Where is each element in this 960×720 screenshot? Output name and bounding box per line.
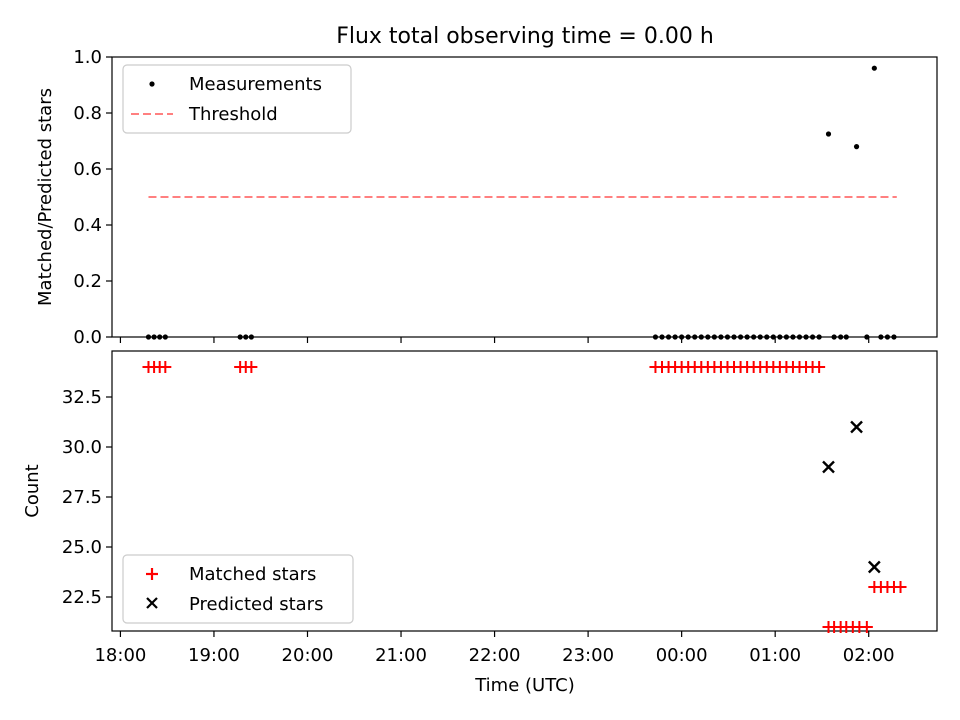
measurements-point: [711, 334, 717, 340]
measurements-point: [237, 334, 243, 340]
top-panel-ratio: 0.0 0.2 0.4 0.6 0.8 1.0 Matched/Predicted sta…: [35, 47, 938, 348]
predicted-stars-legend-label: Predicted stars: [189, 594, 323, 615]
measurements-legend-marker: [149, 81, 155, 87]
matched-stars-point: [245, 361, 258, 373]
measurements-point: [243, 334, 249, 340]
measurements-point: [884, 334, 891, 340]
measurements-point: [891, 334, 897, 340]
measurements-point: [679, 334, 685, 340]
x-tick-label: 20:00: [282, 645, 334, 666]
measurements-point: [724, 334, 731, 340]
top-data-marks: [145, 65, 897, 340]
measurements-point: [816, 334, 822, 340]
measurements-point: [838, 334, 844, 340]
measurements-point: [790, 334, 796, 340]
measurements-point: [803, 334, 809, 340]
predicted-stars-point: [867, 560, 881, 574]
x-tick-label: 18:00: [94, 645, 146, 666]
matched-stars-legend-label: Matched stars: [189, 564, 316, 585]
top-y-tick-label: 0.4: [73, 215, 102, 236]
x-tick-label: 00:00: [656, 645, 708, 666]
x-axis-label: Time (UTC): [474, 675, 575, 696]
measurements-point: [731, 334, 737, 340]
x-tick-label: 22:00: [469, 645, 521, 666]
measurements-point: [757, 334, 763, 340]
top-y-axis-label: Matched/Predicted stars: [35, 88, 56, 306]
predicted-stars-legend-marker: [146, 597, 158, 609]
measurements-point: [864, 334, 870, 340]
top-y-ticks: 0.0 0.2 0.4 0.6 0.8 1.0: [73, 47, 112, 348]
bottom-legend-box: [122, 554, 354, 624]
predicted-stars-point: [850, 420, 863, 434]
bottom-data-marks: [142, 361, 907, 633]
measurements-point: [831, 334, 837, 340]
measurements-point: [692, 334, 698, 340]
x-tick-label: 21:00: [375, 645, 427, 666]
x-tick-label: 01:00: [749, 645, 801, 666]
bottom-y-axis-label: Count: [22, 464, 43, 517]
measurements-point: [751, 334, 757, 340]
top-y-tick-label: 0.2: [73, 271, 102, 292]
bottom-x-ticks: 18:00 19:00 20:00 21:00 22:00 23:00 00:00 01:00…: [94, 631, 895, 666]
matched-stars-point: [813, 361, 826, 373]
measurements-point: [843, 334, 849, 340]
bottom-y-tick-label: 22.5: [62, 587, 102, 608]
matched-stars-point: [159, 361, 172, 373]
bottom-y-tick-label: 27.5: [62, 487, 102, 508]
measurements-point: [809, 334, 816, 340]
chart-title: Flux total observing time = 0.00 h: [336, 24, 714, 49]
top-y-tick-label: 0.8: [73, 103, 102, 124]
measurements-point: [737, 334, 744, 340]
measurements-point: [652, 334, 659, 340]
measurements-point: [248, 334, 254, 340]
measurements-point: [783, 334, 790, 340]
measurements-point: [145, 334, 152, 340]
measurements-point: [878, 334, 884, 340]
bottom-y-tick-label: 25.0: [62, 537, 102, 558]
measurements-point: [853, 144, 860, 150]
top-y-tick-label: 0.6: [73, 159, 102, 180]
measurements-point: [871, 65, 877, 71]
bottom-y-tick-label: 32.5: [62, 387, 102, 408]
x-tick-label: 23:00: [562, 645, 614, 666]
measurements-point: [796, 334, 803, 340]
measurements-point: [698, 334, 704, 340]
bottom-y-ticks: 22.5 25.0 27.5 30.0 32.5: [62, 387, 112, 608]
measurements-point: [672, 334, 678, 340]
bottom-panel-count: 18:00 19:00 20:00 21:00 22:00 23:00 00:00 01:00…: [22, 350, 938, 696]
bottom-y-tick-label: 30.0: [62, 437, 102, 458]
top-panel-frame: [111, 56, 938, 338]
predicted-stars-point: [822, 460, 835, 474]
measurements-point: [685, 334, 691, 340]
measurements-point: [151, 334, 157, 340]
measurements-point: [825, 131, 832, 137]
threshold-legend-label: Threshold: [188, 104, 278, 125]
top-y-tick-label: 1.0: [73, 47, 102, 68]
x-tick-label: 02:00: [843, 645, 895, 666]
x-tick-label: 19:00: [188, 645, 240, 666]
measurements-point: [770, 334, 776, 340]
measurements-point: [777, 334, 783, 340]
measurements-legend-label: Measurements: [189, 74, 322, 95]
bottom-panel-frame: [111, 350, 938, 632]
matched-stars-point: [894, 581, 907, 593]
measurements-point: [659, 334, 665, 340]
matched-stars-legend-marker: [146, 568, 158, 580]
measurements-point: [764, 334, 770, 340]
top-legend-box: [122, 64, 352, 134]
top-x-ticks: [119, 337, 870, 343]
measurements-point: [157, 334, 163, 340]
bottom-legend: Matched stars Predicted stars: [122, 554, 354, 624]
matched-stars-point: [860, 621, 873, 633]
measurements-point: [718, 334, 724, 340]
measurements-point: [665, 334, 672, 340]
top-y-tick-label: 0.0: [73, 327, 102, 348]
measurements-point: [744, 334, 750, 340]
measurements-point: [705, 334, 711, 340]
measurements-point: [162, 334, 168, 340]
top-legend: Measurements Threshold: [122, 64, 352, 134]
